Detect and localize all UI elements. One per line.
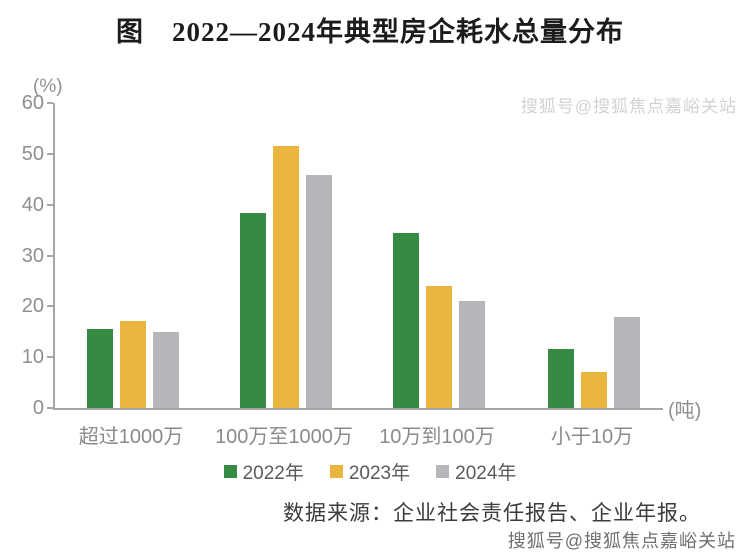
x-label-0: 超过1000万 [78, 426, 184, 448]
bar-2024年-100万至1000万 [306, 175, 332, 408]
watermark-top: 搜狐号@搜狐焦点嘉峪关站 [520, 97, 737, 116]
y-tick-mark-20 [47, 305, 53, 308]
x-label-1: 100万至1000万 [215, 426, 353, 448]
bar-2022年-小于10万 [548, 349, 574, 408]
y-axis-unit-label: (%) [33, 76, 63, 97]
legend-swatch-2023年 [329, 465, 343, 478]
y-tick-mark-10 [47, 356, 53, 359]
legend-item-2024年: 2024年 [436, 458, 516, 485]
y-tick-mark-60 [47, 102, 53, 104]
legend-item-2022年: 2022年 [223, 458, 304, 485]
y-tick-label-0: 0 [32, 397, 44, 419]
bar-2024年-超过1000万 [153, 331, 179, 408]
y-tick-label-60: 60 [21, 92, 44, 114]
x-label-2: 10万到100万 [379, 426, 495, 448]
bar-2022年-超过1000万 [87, 329, 113, 408]
chart-title: 图 2022—2024年典型房企耗水总量分布 [116, 17, 624, 47]
bar-2022年-10万到100万 [393, 232, 419, 408]
bar-group-2 [393, 232, 485, 408]
x-axis-unit-label: (吨) [668, 400, 702, 422]
bar-2023年-10万到100万 [426, 285, 452, 408]
bar-group-3 [548, 317, 640, 408]
legend-swatch-2022年 [223, 465, 237, 478]
y-tick-label-30: 30 [21, 244, 44, 267]
y-tick-label-10: 10 [21, 346, 44, 369]
y-tick-mark-50 [47, 152, 53, 155]
y-tick-label-40: 40 [21, 193, 44, 216]
bar-2024年-10万到100万 [459, 301, 485, 408]
y-tick-label-20: 20 [21, 295, 44, 318]
legend-item-2023年: 2023年 [329, 458, 411, 485]
bar-2023年-小于10万 [581, 372, 607, 408]
bar-2024年-小于10万 [614, 317, 640, 408]
bar-2023年-超过1000万 [120, 320, 146, 408]
y-tick-mark-0 [47, 407, 53, 409]
legend-label-2024年: 2024年 [455, 463, 517, 484]
legend-label-2023年: 2023年 [348, 463, 411, 484]
y-tick-label-50: 50 [21, 142, 44, 165]
legend-label-2022年: 2022年 [242, 463, 304, 484]
bar-group-0 [87, 320, 179, 408]
bar-group-1 [240, 146, 332, 408]
y-axis-ticks: 0 10 20 30 40 50 60 [0, 93, 44, 418]
watermark-bottom: 搜狐号@搜狐焦点嘉峪关站 [507, 531, 736, 551]
x-axis-category-labels: 超过1000万 100万至1000万 10万到100万 小于10万 [53, 420, 661, 450]
y-tick-mark-40 [47, 203, 53, 206]
bar-2022年-100万至1000万 [240, 213, 266, 408]
data-source-note: 数据来源：企业社会责任报告、企业年报。 [283, 502, 701, 525]
plot-area [53, 103, 663, 410]
legend: 2022年 2023年 2024年 [0, 458, 740, 485]
x-label-3: 小于10万 [550, 426, 634, 448]
y-tick-mark-30 [47, 254, 53, 257]
bar-2023年-100万至1000万 [273, 146, 299, 408]
legend-swatch-2024年 [436, 465, 450, 478]
